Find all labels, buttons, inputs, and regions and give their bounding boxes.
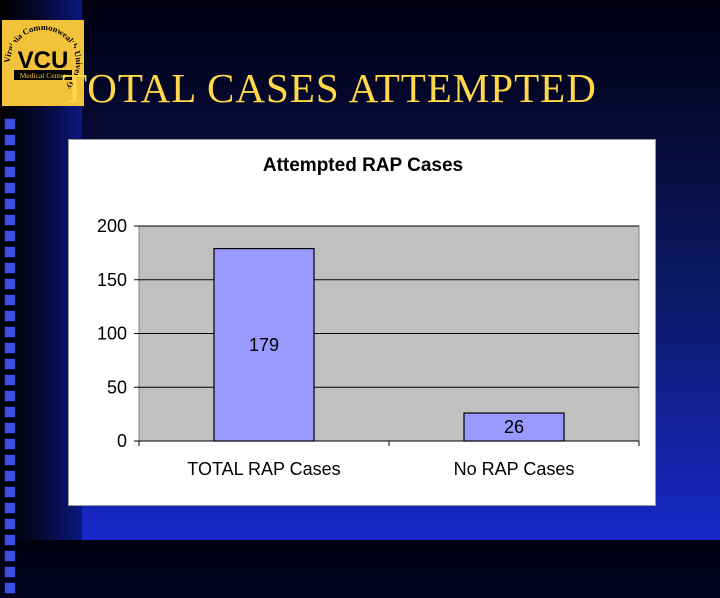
decorative-square	[4, 502, 16, 514]
bar-value-label: 179	[249, 335, 279, 355]
decorative-square	[4, 566, 16, 578]
decorative-square	[4, 358, 16, 370]
decorative-square	[4, 230, 16, 242]
bar	[463, 412, 565, 442]
decorative-square	[4, 582, 16, 594]
y-tick-label: 100	[97, 324, 127, 344]
decorative-square	[4, 198, 16, 210]
decorative-square-column	[4, 118, 18, 598]
decorative-square	[4, 470, 16, 482]
decorative-square	[4, 134, 16, 146]
logo-main-text: VCU	[18, 47, 69, 74]
decorative-square	[4, 518, 16, 530]
decorative-square	[4, 294, 16, 306]
y-tick-label: 50	[107, 377, 127, 397]
decorative-square	[4, 342, 16, 354]
chart-container: Attempted RAP Cases 0 50 100 150 200 179 26 T…	[68, 139, 656, 506]
bar-value-labels: 179 26	[249, 335, 524, 437]
decorative-square	[4, 150, 16, 162]
decorative-square	[4, 390, 16, 402]
y-tick-label: 150	[97, 270, 127, 290]
decorative-square	[4, 262, 16, 274]
y-axis-ticks: 0 50 100 150 200	[97, 216, 139, 451]
decorative-square	[4, 214, 16, 226]
y-tick-label: 200	[97, 216, 127, 236]
decorative-square	[4, 534, 16, 546]
decorative-square	[4, 326, 16, 338]
decorative-square	[4, 278, 16, 290]
decorative-square	[4, 182, 16, 194]
decorative-square	[4, 422, 16, 434]
decorative-square	[4, 118, 16, 130]
chart-title: Attempted RAP Cases	[263, 155, 463, 176]
decorative-square	[4, 438, 16, 450]
decorative-square	[4, 550, 16, 562]
vcu-medical-center-logo: Virginia Commonwealth University VCU Med…	[0, 18, 86, 108]
decorative-square	[4, 406, 16, 418]
decorative-square	[4, 310, 16, 322]
decorative-square	[4, 246, 16, 258]
slide-title: TOTAL CASES ATTEMPTED	[62, 65, 597, 111]
x-category-label: TOTAL RAP Cases	[187, 459, 340, 479]
logo-sub-text: Medical Center	[20, 71, 67, 80]
bar-value-label: 26	[504, 417, 524, 437]
y-tick-label: 0	[117, 431, 127, 451]
decorative-square	[4, 486, 16, 498]
x-axis-category-labels: TOTAL RAP Cases No RAP Cases	[138, 441, 640, 479]
decorative-square	[4, 166, 16, 178]
x-category-label: No RAP Cases	[454, 459, 575, 479]
decorative-square	[4, 374, 16, 386]
decorative-square	[4, 454, 16, 466]
bar-chart: Attempted RAP Cases 0 50 100 150 200 179 26 T…	[97, 155, 640, 479]
